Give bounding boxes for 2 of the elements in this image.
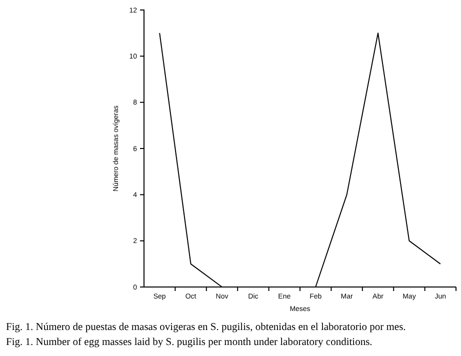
caption: Fig. 1. Number of egg masses laid by S. pugilis per month under laboratory conditions.	[6, 337, 372, 348]
caption: Fig. 1. Número de puestas de masas ovigeras en S. pugilis, obtenidas en el laboratorio por mes.	[6, 322, 406, 333]
